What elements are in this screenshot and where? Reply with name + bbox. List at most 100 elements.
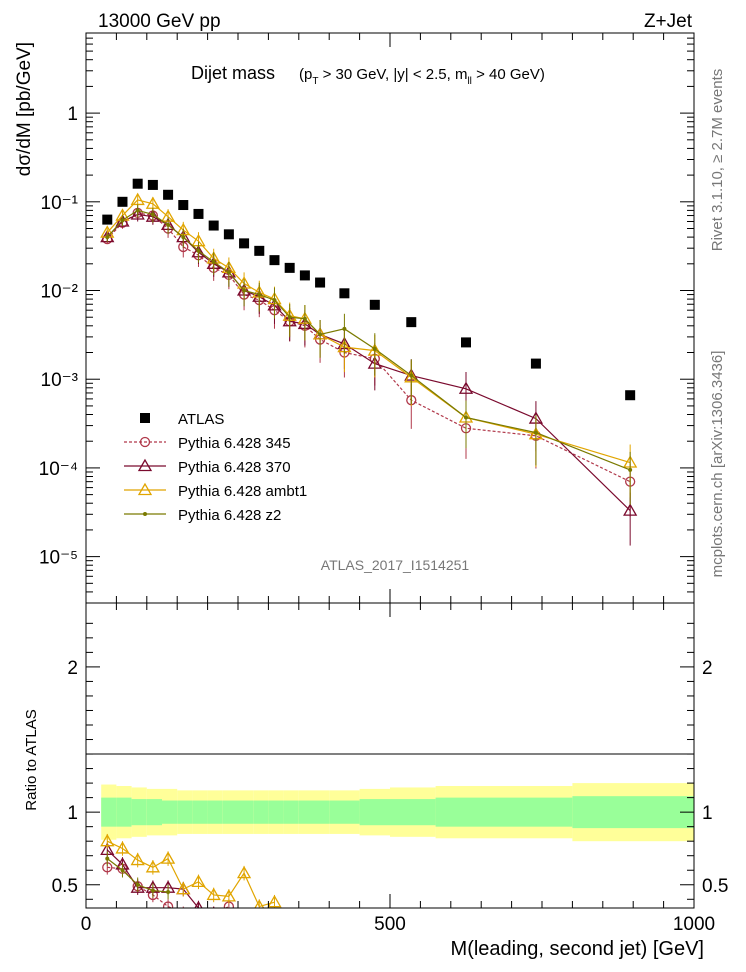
ratio-y-tick-label-left: 1 [67,803,78,824]
legend-label: ATLAS [178,411,224,428]
point-z2 [318,332,323,337]
legend-label: Pythia 6.428 ambt1 [178,483,307,500]
x-tick-label: 500 [374,914,406,935]
main-panel: 10⁻⁵ 10⁻⁴ 10⁻³ 10⁻² 10⁻¹ 1 Dijet mass (pT > 3… [14,32,695,604]
band-inner-bin [390,799,436,826]
point-atlas [117,196,128,207]
y-tick-label: 10⁻⁴ [39,459,78,480]
ratio-data-marks [100,833,282,918]
point-atlas [625,390,636,401]
band-inner-bin [435,797,573,827]
ratio-point-ambt1 [130,852,145,866]
band-inner-bin [572,796,694,829]
legend-label: Pythia 6.428 370 [178,459,291,476]
point-z2 [533,430,538,435]
legend-marker [143,512,147,516]
series-atlas [102,178,636,401]
ratio-point-z2 [120,868,125,873]
main-data-marks [100,178,638,546]
point-atlas [530,358,541,369]
legend-marker [137,482,153,496]
y-tick-label: 1 [67,104,78,125]
ratio-point-ambt1 [100,833,115,847]
point-atlas [461,337,471,348]
ratio-point-ambt1 [206,887,221,901]
point-z2 [272,298,277,303]
ratio-point-z2 [105,856,110,861]
band-inner-bin [238,800,254,824]
ratio-point-p345 [209,909,218,918]
point-atlas [284,262,295,273]
mcplots-label: mcplots.cern.ch [arXiv:1306.3436] [709,351,726,578]
ratio-y-tick-label-left: 0.5 [52,876,78,897]
ratio-y-axis-label: Ratio to ATLAS [23,709,40,810]
point-atlas [406,317,417,328]
ratio-point-ambt1 [236,865,252,879]
ratio-point-p370 [212,906,215,908]
band-inner-bin [207,800,223,824]
legend-marker [140,413,150,423]
analysis-id: ATLAS_2017_I1514251 [321,557,470,573]
ratio-point-ambt1 [115,841,130,854]
point-atlas [178,200,189,211]
ratio-point-p345 [179,909,188,918]
ratio-y-tick-label-right: 0.5 [702,876,728,897]
ratio-panel: 0.5 0.5 1 1 2 2 0 500 1000 Ratio to ATLAS [23,602,728,935]
point-z2 [628,467,633,472]
legend-entry-z2: Pythia 6.428 z2 [124,507,281,524]
band-inner-bin [359,799,390,826]
ratio-point-ambt1 [267,894,282,908]
legend-entry-p370: Pythia 6.428 370 [124,458,291,476]
main-axes: 10⁻⁵ 10⁻⁴ 10⁻³ 10⁻² 10⁻¹ 1 [39,32,695,604]
point-z2 [120,218,125,223]
band-inner-bin [314,800,330,824]
point-atlas [239,238,250,249]
ratio-y-tick-label-left: 2 [67,658,78,679]
point-atlas [163,189,174,200]
band-inner-bin [329,800,360,824]
point-atlas [254,245,265,256]
ratio-axes: 0.5 0.5 1 1 2 2 0 500 1000 [52,603,728,935]
band-inner-bin [253,800,269,824]
band-inner-bin [116,797,132,827]
ratio-point-p345 [194,909,203,918]
point-p370 [130,207,145,220]
ratio-point-ambt1 [254,899,265,908]
band-inner-bin [101,797,117,827]
point-atlas [208,220,219,231]
legend-label: Pythia 6.428 z2 [178,507,281,524]
ratio-point-ambt1 [191,874,206,888]
point-atlas [102,214,113,225]
ratio-point-ambt1 [145,860,161,873]
point-p370 [458,381,474,394]
ratio-point-p370 [194,900,203,908]
point-z2 [150,212,155,217]
point-z2 [464,415,468,420]
point-atlas [132,178,143,189]
ratio-point-z2 [166,890,171,895]
ratio-y-tick-label-right: 1 [702,803,713,824]
band-inner-bin [177,800,193,824]
band-inner-bin [283,800,299,824]
point-atlas [193,208,204,219]
band-inner-bin [192,800,208,824]
process-label: Z+Jet [644,11,693,32]
point-z2 [181,235,186,240]
y-axis-label: dσ/dM [pb/GeV] [14,42,35,176]
ratio-point-p345 [162,901,174,908]
legend-label: Pythia 6.428 345 [178,435,291,452]
point-atlas [299,270,310,281]
ratio-uncertainty-band [101,783,694,842]
y-tick-label: 10⁻¹ [41,193,79,214]
band-inner-bin [222,800,238,824]
band-inner-bin [298,800,314,824]
band-inner-bin [162,800,178,824]
chart-title-cuts: (pT > 30 GeV, |y| < 2.5, mll > 40 GeV) [299,66,545,87]
point-z2 [135,208,140,213]
x-tick-label: 0 [81,914,92,935]
point-ambt1 [130,192,145,206]
point-atlas [315,277,326,288]
y-tick-label: 10⁻⁵ [39,548,78,569]
y-tick-label: 10⁻³ [41,370,79,391]
legend-entry-ambt1: Pythia 6.428 ambt1 [124,482,307,500]
